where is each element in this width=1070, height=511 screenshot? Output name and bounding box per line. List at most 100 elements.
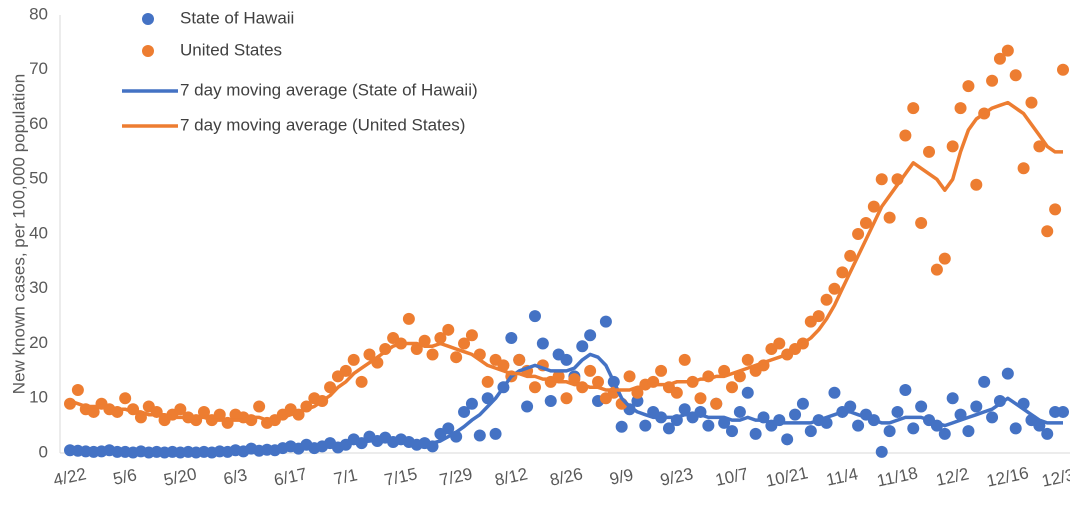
data-point (670, 386, 683, 399)
x-tick-label: 10/7 (714, 464, 750, 489)
data-point (592, 375, 605, 388)
x-tick-label: 9/23 (658, 464, 694, 489)
x-tick-label: 5/6 (111, 465, 138, 488)
legend-label: United States (180, 40, 282, 59)
y-tick-label: 10 (29, 388, 48, 407)
data-point (741, 353, 754, 366)
x-tick-label: 10/21 (764, 463, 810, 490)
y-tick-label: 0 (39, 442, 48, 461)
data-point (781, 433, 794, 446)
data-point (789, 408, 802, 421)
legend-marker (142, 45, 154, 57)
data-point (544, 394, 557, 407)
data-point (442, 422, 455, 435)
x-tick-label: 12/2 (934, 464, 970, 489)
data-point (915, 217, 928, 230)
data-point (213, 408, 226, 421)
data-point (465, 329, 478, 342)
data-point (584, 329, 597, 342)
x-tick-label: 7/1 (332, 465, 359, 488)
data-point (1041, 427, 1054, 440)
data-point (489, 427, 502, 440)
data-point (962, 80, 975, 93)
data-point (662, 422, 675, 435)
data-point (962, 425, 975, 438)
data-point (726, 425, 738, 438)
data-point (513, 353, 526, 366)
data-point (733, 405, 746, 418)
data-point (773, 337, 786, 350)
data-point (465, 397, 478, 410)
data-point (946, 392, 959, 405)
legend-label: 7 day moving average (United States) (180, 115, 465, 134)
data-point (883, 211, 896, 224)
data-point (1025, 96, 1038, 109)
data-point (710, 397, 723, 410)
data-point (347, 353, 360, 366)
data-point (1001, 367, 1014, 380)
data-point (875, 445, 888, 458)
data-point (875, 173, 888, 186)
data-point (907, 422, 920, 435)
data-point (970, 178, 983, 191)
data-point (938, 252, 951, 265)
data-point (930, 263, 943, 276)
data-point (859, 217, 872, 230)
data-point (576, 340, 589, 353)
data-point (473, 429, 486, 442)
legend-label: 7 day moving average (State of Hawaii) (180, 80, 478, 99)
data-point (938, 427, 951, 440)
data-point (1017, 162, 1030, 175)
data-point (899, 384, 912, 397)
data-point (1001, 44, 1014, 57)
data-point (1033, 140, 1046, 153)
data-point (615, 420, 628, 433)
data-point (970, 400, 983, 413)
x-tick-label: 8/12 (493, 464, 529, 489)
data-point (1057, 63, 1069, 76)
data-point (796, 397, 809, 410)
data-point (726, 381, 738, 394)
data-point (458, 405, 471, 418)
data-point (339, 364, 352, 377)
data-point (828, 386, 841, 399)
x-tick-label: 12/30 (1040, 463, 1070, 490)
x-tick-label: 6/17 (272, 464, 308, 489)
x-tick-label: 8/26 (548, 464, 584, 489)
data-point (174, 403, 187, 416)
data-point (631, 394, 644, 407)
moving-average-line (69, 352, 1063, 454)
data-point (702, 419, 715, 432)
data-point (749, 427, 762, 440)
data-point (584, 364, 597, 377)
data-point (434, 332, 447, 345)
data-point (450, 351, 463, 364)
data-point (867, 200, 880, 213)
data-point (946, 140, 959, 153)
data-point (363, 348, 376, 361)
data-point (741, 386, 754, 399)
data-point (844, 400, 857, 413)
data-point (1009, 69, 1022, 82)
data-point (923, 145, 936, 158)
data-point (458, 337, 471, 350)
x-tick-label: 6/3 (222, 465, 249, 488)
x-tick-label: 11/18 (875, 463, 919, 490)
data-point (993, 52, 1006, 65)
data-point (442, 323, 455, 336)
data-point (915, 400, 928, 413)
data-point (907, 102, 920, 115)
data-point (1009, 422, 1022, 435)
data-point (87, 405, 100, 418)
data-point (560, 353, 573, 366)
data-point (678, 353, 691, 366)
data-point (804, 425, 817, 438)
data-point (836, 266, 849, 279)
data-point (852, 419, 865, 432)
data-point (481, 375, 494, 388)
data-point (986, 74, 999, 87)
legend-marker (142, 13, 154, 25)
data-point (639, 419, 652, 432)
data-point (355, 375, 368, 388)
